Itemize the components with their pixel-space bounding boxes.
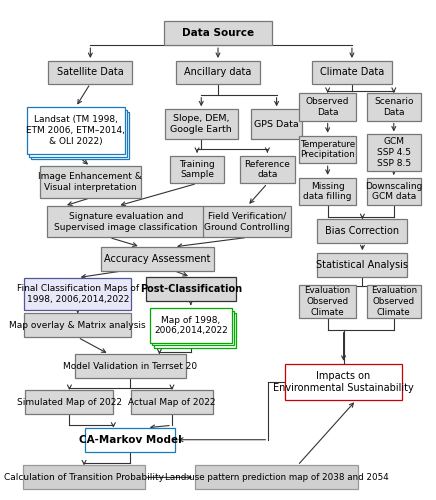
Text: Ancillary data: Ancillary data — [184, 67, 252, 77]
FancyBboxPatch shape — [24, 466, 145, 489]
FancyBboxPatch shape — [48, 61, 132, 84]
FancyBboxPatch shape — [27, 107, 125, 154]
FancyBboxPatch shape — [300, 93, 356, 120]
FancyBboxPatch shape — [31, 112, 129, 159]
Text: Signature evaluation and
Supervised image classification: Signature evaluation and Supervised imag… — [54, 212, 198, 232]
Text: Field Verification/
Ground Controlling: Field Verification/ Ground Controlling — [204, 212, 290, 232]
FancyBboxPatch shape — [101, 247, 214, 270]
Text: Model Validation in Terrset 20: Model Validation in Terrset 20 — [63, 362, 197, 370]
Text: Image Enhancement &
Visual interpretation: Image Enhancement & Visual interpretatio… — [38, 172, 142, 192]
FancyBboxPatch shape — [29, 110, 127, 156]
Text: Simulated Map of 2022: Simulated Map of 2022 — [17, 398, 122, 406]
Text: Reference
data: Reference data — [245, 160, 290, 180]
FancyBboxPatch shape — [300, 284, 356, 318]
FancyBboxPatch shape — [252, 110, 302, 140]
Text: GPS Data: GPS Data — [254, 120, 299, 129]
Text: Evaluation
Observed
Climate: Evaluation Observed Climate — [305, 286, 351, 317]
Text: Missing
data filling: Missing data filling — [303, 182, 352, 202]
Text: Map overlay & Matrix analysis: Map overlay & Matrix analysis — [10, 321, 146, 330]
FancyBboxPatch shape — [203, 206, 291, 238]
FancyBboxPatch shape — [131, 390, 213, 414]
FancyBboxPatch shape — [317, 219, 407, 243]
FancyBboxPatch shape — [195, 466, 358, 489]
Text: Training
Sample: Training Sample — [179, 160, 215, 180]
FancyBboxPatch shape — [146, 277, 236, 301]
FancyBboxPatch shape — [165, 110, 238, 140]
Text: Slope, DEM,
Google Earth: Slope, DEM, Google Earth — [170, 114, 232, 134]
Text: Final Classification Maps of
1998, 2006,2014,2022: Final Classification Maps of 1998, 2006,… — [17, 284, 139, 304]
FancyBboxPatch shape — [75, 354, 186, 378]
FancyBboxPatch shape — [164, 22, 272, 45]
FancyBboxPatch shape — [367, 178, 421, 206]
Text: Accuracy Assessment: Accuracy Assessment — [104, 254, 211, 264]
Text: Downscaling
GCM data: Downscaling GCM data — [365, 182, 422, 202]
FancyBboxPatch shape — [152, 310, 234, 345]
Text: Land use pattern prediction map of 2038 and 2054: Land use pattern prediction map of 2038 … — [165, 473, 388, 482]
FancyBboxPatch shape — [300, 178, 356, 206]
FancyBboxPatch shape — [24, 278, 131, 310]
Text: Scenario
Data: Scenario Data — [374, 97, 413, 116]
Text: Impacts on
Environmental Sustainability: Impacts on Environmental Sustainability — [273, 371, 414, 393]
FancyBboxPatch shape — [367, 134, 421, 171]
Text: Landsat (TM 1998,
ETM 2006, ETM–2014,
& OLI 2022): Landsat (TM 1998, ETM 2006, ETM–2014, & … — [26, 116, 125, 146]
FancyBboxPatch shape — [40, 166, 140, 198]
FancyBboxPatch shape — [300, 136, 356, 164]
Text: Calculation of Transition Probability: Calculation of Transition Probability — [4, 473, 164, 482]
FancyBboxPatch shape — [367, 93, 421, 120]
FancyBboxPatch shape — [24, 314, 131, 338]
FancyBboxPatch shape — [25, 390, 113, 414]
FancyBboxPatch shape — [85, 428, 175, 452]
Text: Temperature
Precipitation: Temperature Precipitation — [300, 140, 355, 160]
FancyBboxPatch shape — [154, 313, 236, 348]
Text: Actual Map of 2022: Actual Map of 2022 — [128, 398, 216, 406]
FancyBboxPatch shape — [285, 364, 402, 400]
Text: Evaluation
Observed
Climate: Evaluation Observed Climate — [371, 286, 417, 317]
FancyBboxPatch shape — [176, 61, 260, 84]
FancyBboxPatch shape — [312, 61, 392, 84]
Text: Climate Data: Climate Data — [320, 67, 384, 77]
FancyBboxPatch shape — [150, 308, 232, 342]
Text: GCM
SSP 4.5
SSP 8.5: GCM SSP 4.5 SSP 8.5 — [377, 138, 411, 168]
FancyBboxPatch shape — [240, 156, 295, 184]
Text: Map of 1998,
2006,2014,2022: Map of 1998, 2006,2014,2022 — [154, 316, 228, 336]
Text: Data Source: Data Source — [182, 28, 254, 38]
Text: Post-Classification: Post-Classification — [140, 284, 242, 294]
Text: Observed
Data: Observed Data — [306, 97, 349, 116]
FancyBboxPatch shape — [48, 206, 204, 238]
FancyBboxPatch shape — [170, 156, 224, 184]
FancyBboxPatch shape — [367, 284, 421, 318]
Text: Satellite Data: Satellite Data — [57, 67, 124, 77]
Text: CA-Markov Model: CA-Markov Model — [79, 434, 181, 444]
Text: Bias Correction: Bias Correction — [325, 226, 399, 236]
FancyBboxPatch shape — [317, 253, 407, 277]
Text: Statistical Analysis: Statistical Analysis — [317, 260, 409, 270]
